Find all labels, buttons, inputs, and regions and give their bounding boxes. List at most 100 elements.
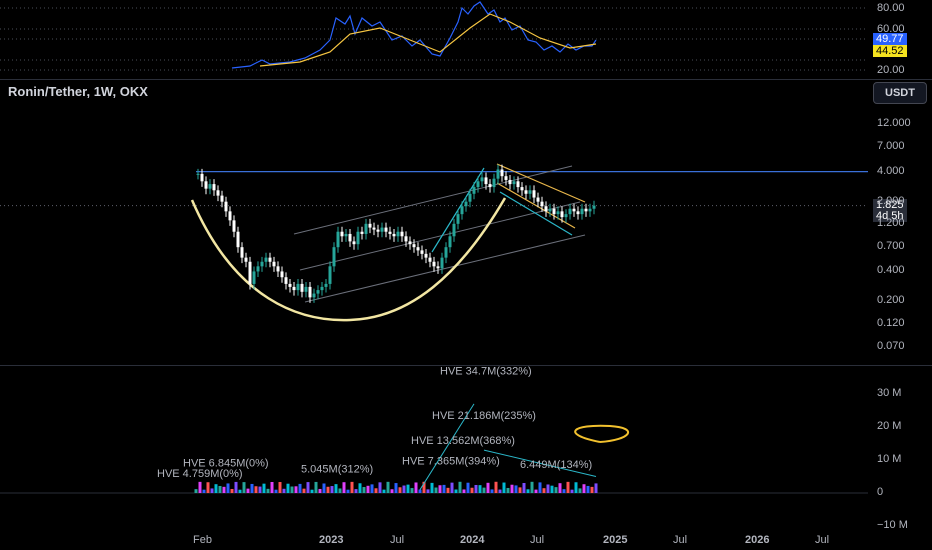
volume-bar (294, 486, 298, 493)
candle-body (532, 190, 536, 198)
candle-body (236, 231, 240, 248)
time-tick-label: 2026 (745, 534, 770, 546)
volume-bar (302, 488, 306, 493)
price-tick-label: 0.070 (877, 340, 905, 352)
rsi-tick-60: 60.00 (877, 23, 905, 35)
candle-body (376, 229, 380, 232)
volume-bar (450, 482, 454, 493)
rsi-pane: 80.00 60.00 49.77 44.52 20.00 (0, 0, 932, 78)
volume-bar (242, 482, 246, 493)
volume-bar (566, 481, 570, 493)
candle-body (536, 197, 540, 202)
volume-annotation-label: HVE 6.845M(0%) (183, 458, 269, 470)
candle-body (416, 247, 420, 251)
volume-bar (210, 488, 214, 493)
candle-body (476, 181, 480, 188)
candle-body (500, 169, 504, 177)
volume-bar (406, 484, 410, 493)
volume-bar (498, 489, 502, 493)
candle-body (480, 177, 484, 182)
candle-body (472, 187, 476, 194)
candle-body (360, 231, 364, 234)
volume-bar (362, 487, 366, 493)
candle-body (388, 231, 392, 234)
volume-bar (486, 482, 490, 493)
candle-body (492, 178, 496, 188)
time-tick-label: Jul (530, 534, 545, 546)
volume-bar (590, 486, 594, 493)
volume-bar (214, 484, 218, 493)
currency-button[interactable]: USDT (873, 82, 927, 104)
candle-body (408, 241, 412, 245)
volume-bar (398, 487, 402, 493)
volume-bar (322, 483, 326, 493)
price-tick-label: 0.400 (877, 264, 905, 277)
volume-bar (530, 481, 534, 493)
price-chart[interactable] (0, 80, 932, 364)
volume-bar (478, 485, 482, 493)
volume-bar (370, 484, 374, 493)
candle-body (544, 206, 548, 212)
candle-body (352, 241, 356, 245)
candle-body (504, 176, 508, 180)
candle-body (272, 261, 276, 267)
candle-body (568, 208, 572, 215)
candle-body (464, 201, 468, 207)
volume-bar (582, 484, 586, 493)
volume-bar (238, 489, 242, 493)
time-tick-label: Jul (390, 534, 405, 546)
volume-bar (434, 487, 438, 493)
volume-bar (338, 488, 342, 493)
candle-body (348, 233, 352, 242)
volume-bar (574, 482, 578, 493)
candle-body (212, 184, 216, 191)
candle-body (540, 201, 544, 207)
volume-bar (506, 487, 510, 493)
volume-bar (342, 482, 346, 493)
candle-body (280, 271, 284, 278)
channel-lower-line (304, 234, 586, 303)
candle-body (304, 286, 308, 292)
volume-bar (554, 487, 558, 493)
volume-bar (422, 481, 426, 493)
volume-bar (226, 483, 230, 493)
candle-body (204, 181, 208, 189)
candle-body (200, 173, 204, 182)
candle-body (436, 266, 440, 269)
volume-tick-label: 0 (877, 486, 884, 498)
candle-body (220, 195, 224, 202)
candle-body (264, 257, 268, 262)
candle-body (260, 261, 264, 267)
volume-bar (310, 489, 314, 493)
volume-rally-arrow (419, 403, 475, 490)
candle-body (240, 247, 244, 258)
candle-body (400, 231, 404, 237)
volume-bar (202, 489, 206, 493)
volume-bar (490, 489, 494, 493)
volume-bar (354, 489, 358, 493)
rsi-line (231, 1, 597, 69)
volume-bar (334, 484, 338, 493)
candle-body (320, 286, 324, 291)
volume-bar (382, 489, 386, 493)
candle-body (420, 250, 424, 254)
countdown-tag: 4d 5h (873, 210, 907, 222)
volume-bar (502, 482, 506, 493)
candle-body (216, 190, 220, 196)
volume-bar (254, 486, 258, 493)
candle-body (520, 187, 524, 191)
candle-body (556, 211, 560, 215)
volume-bar (438, 485, 442, 493)
volume-bar (262, 483, 266, 493)
rsi-chart (0, 1, 868, 71)
volume-tick-label: 20 M (877, 420, 902, 432)
volume-bar (314, 481, 318, 493)
candle-body (224, 201, 228, 212)
volume-bar (318, 488, 322, 493)
volume-bar (270, 481, 274, 493)
volume-bar (386, 481, 390, 493)
candle-body (296, 283, 300, 291)
volume-bar (538, 482, 542, 493)
volume-bar (410, 488, 414, 493)
volume-annotation-label: 5.045M(312%) (301, 464, 373, 476)
